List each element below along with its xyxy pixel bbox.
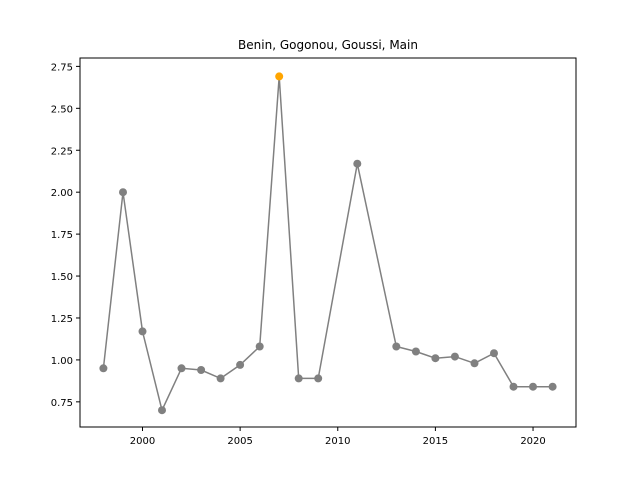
plot-area [99,72,557,415]
data-point [119,188,127,197]
data-point [450,352,459,361]
data-point [353,159,362,168]
highlight-point [275,72,284,81]
data-point [177,364,186,373]
y-tick-label: 2.25 [51,146,73,157]
y-tick-label: 1.50 [51,272,73,283]
data-point [548,382,557,391]
data-point [138,327,147,336]
data-point [431,354,440,363]
y-tick-label: 2.50 [51,104,73,115]
x-tick-label: 2005 [227,436,252,447]
x-tick-label: 2010 [325,436,350,447]
data-point [197,366,206,374]
y-tick-label: 1.75 [51,230,73,241]
data-point [158,406,166,415]
y-tick-label: 0.75 [51,398,73,409]
data-point [99,364,108,373]
y-axis: 0.75 1.00 1.25 1.50 1.75 2.00 2.25 2.50 2.75 [51,62,80,409]
y-tick-label: 2.75 [51,62,73,73]
data-point [294,374,303,383]
data-point [470,359,479,368]
y-tick-label: 1.00 [51,356,73,367]
data-point [392,342,401,351]
x-axis: 2000 2005 2010 2015 2020 [130,427,546,447]
chart-title: Benin, Gogonou, Goussi, Main [238,38,418,52]
data-point [411,347,420,356]
data-point [236,360,245,369]
series-line [102,76,553,413]
data-point [529,382,537,391]
y-tick-label: 2.00 [51,188,73,199]
x-tick-label: 2000 [130,436,155,447]
x-tick-label: 2020 [520,436,545,447]
plot-frame [79,57,577,428]
data-point [509,382,518,391]
data-point [314,374,323,383]
data-point [216,374,225,383]
data-point [490,349,498,358]
data-point [255,342,264,351]
x-tick-label: 2015 [423,436,448,447]
y-tick-label: 1.25 [51,314,73,325]
